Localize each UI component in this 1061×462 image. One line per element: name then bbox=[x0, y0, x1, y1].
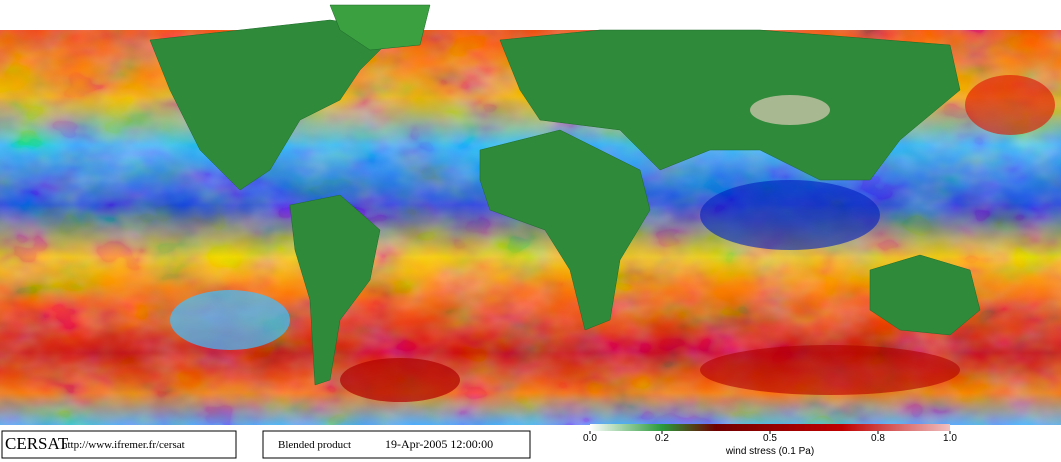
colorbar-tick-label: 0.2 bbox=[655, 433, 669, 444]
colorbar bbox=[590, 424, 950, 431]
url: http://www.ifremer.fr/cersat bbox=[62, 439, 185, 451]
product: Blended product bbox=[278, 439, 351, 451]
date: 19-Apr-2005 12:00:00 bbox=[385, 437, 493, 451]
footer: CERSAT http://www.ifremer.fr/cersat Blen… bbox=[0, 424, 1061, 462]
land bbox=[149, 4, 981, 386]
colorbar-tick-label: 0.0 bbox=[583, 433, 597, 444]
logo-box bbox=[1, 430, 237, 459]
colorbar-tick-label: 0.8 bbox=[871, 433, 885, 444]
colorbar-tick-label: 0.5 bbox=[763, 433, 777, 444]
colorbar-label: wind stress (0.1 Pa) bbox=[725, 446, 814, 457]
logo: CERSAT bbox=[5, 434, 69, 453]
info-box bbox=[262, 430, 531, 459]
colorbar-tick-label: 1.0 bbox=[943, 433, 957, 444]
